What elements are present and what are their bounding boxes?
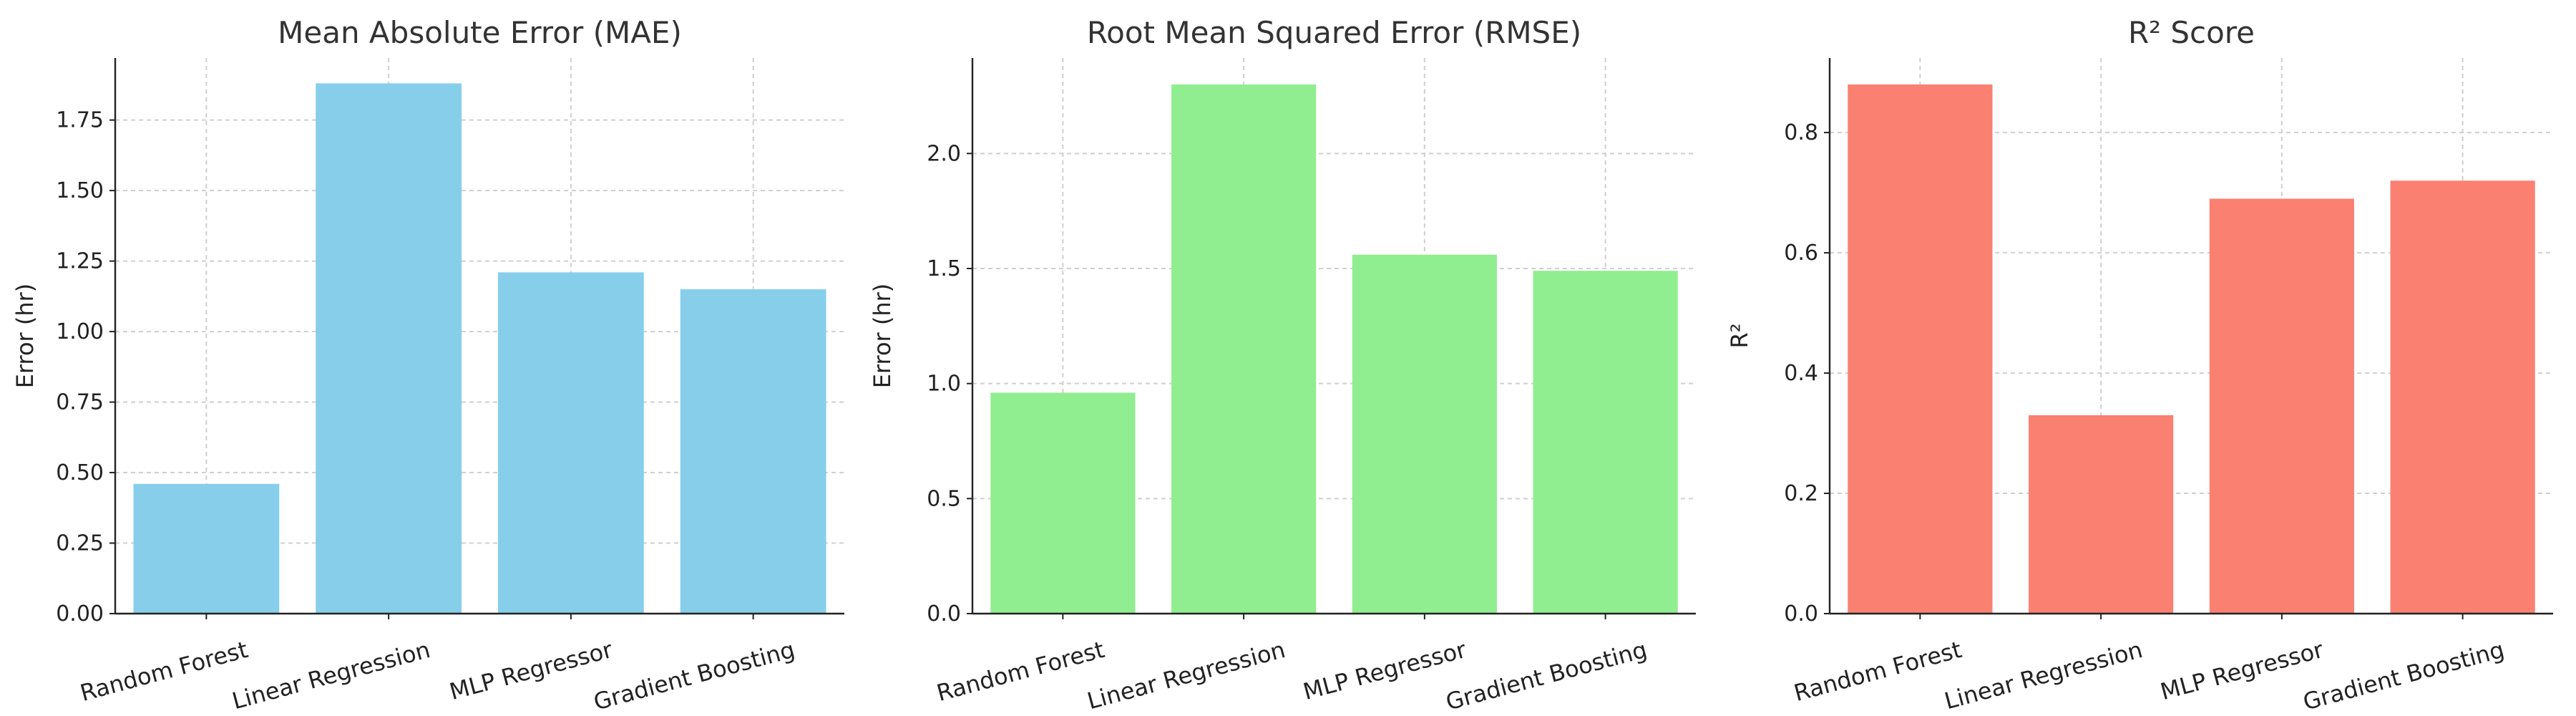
bar-r2-1 [2029,415,2174,614]
y-tick-label-2: 1.0 [927,372,961,397]
y-tick-label-0: 0.0 [927,601,961,626]
y-tick-label-6: 1.50 [56,178,104,203]
x-tick-label-1: Linear Regression [1084,636,1288,715]
bar-r2-2 [2209,198,2354,614]
bar-r2-3 [2390,180,2535,614]
x-tick-label-3: Gradient Boosting [590,636,797,716]
y-tick-label-3: 0.6 [1784,241,1818,266]
y-tick-label-1: 0.25 [56,531,104,556]
y-tick-label-7: 1.75 [56,108,104,133]
y-tick-label-2: 0.50 [56,460,104,485]
y-axis-label: Error (hr) [869,284,896,389]
bar-mae-2 [497,272,644,614]
bar-r2-0 [1848,84,1993,614]
y-tick-label-2: 0.4 [1784,361,1818,386]
x-tick-label-0: Random Forest [1791,636,1964,707]
x-tick-label-3: Gradient Boosting [2300,636,2507,716]
chart-title: R² Score [2128,15,2255,50]
y-tick-label-1: 0.2 [1784,481,1818,506]
y-tick-label-3: 0.75 [56,390,104,415]
bar-rmse-1 [1171,84,1317,614]
bar-mae-3 [680,289,826,614]
bar-rmse-0 [990,392,1136,614]
bar-rmse-3 [1533,271,1678,614]
y-axis-label: R² [1726,323,1753,348]
bar-mae-0 [133,483,280,614]
chart-mae: 0.00 0.25 0.50 0.75 1.00 1.25 1.50 1.75 Random F… [11,15,844,716]
bar-mae-1 [316,83,462,614]
x-tick-label-2: MLP Regressor [447,636,616,705]
chart-title: Mean Absolute Error (MAE) [278,15,682,50]
y-axis-label: Error (hr) [11,284,39,389]
y-tick-label-0: 0.00 [56,601,104,626]
y-tick-label-0: 0.0 [1784,601,1818,626]
x-tick-label-3: Gradient Boosting [1443,636,1649,716]
x-tick-label-1: Linear Regression [229,636,433,715]
y-tick-label-5: 1.25 [56,249,104,274]
chart-title: Root Mean Squared Error (RMSE) [1087,15,1581,50]
y-tick-label-1: 0.5 [927,486,961,511]
bar-rmse-2 [1352,254,1497,614]
y-tick-label-3: 1.5 [927,256,961,281]
x-tick-label-1: Linear Regression [1941,636,2145,715]
y-tick-label-4: 0.8 [1784,120,1818,145]
y-tick-label-4: 2.0 [927,141,961,166]
x-tick-label-0: Random Forest [77,636,250,707]
x-tick-label-0: Random Forest [934,636,1107,707]
y-tick-label-4: 1.00 [56,319,104,344]
